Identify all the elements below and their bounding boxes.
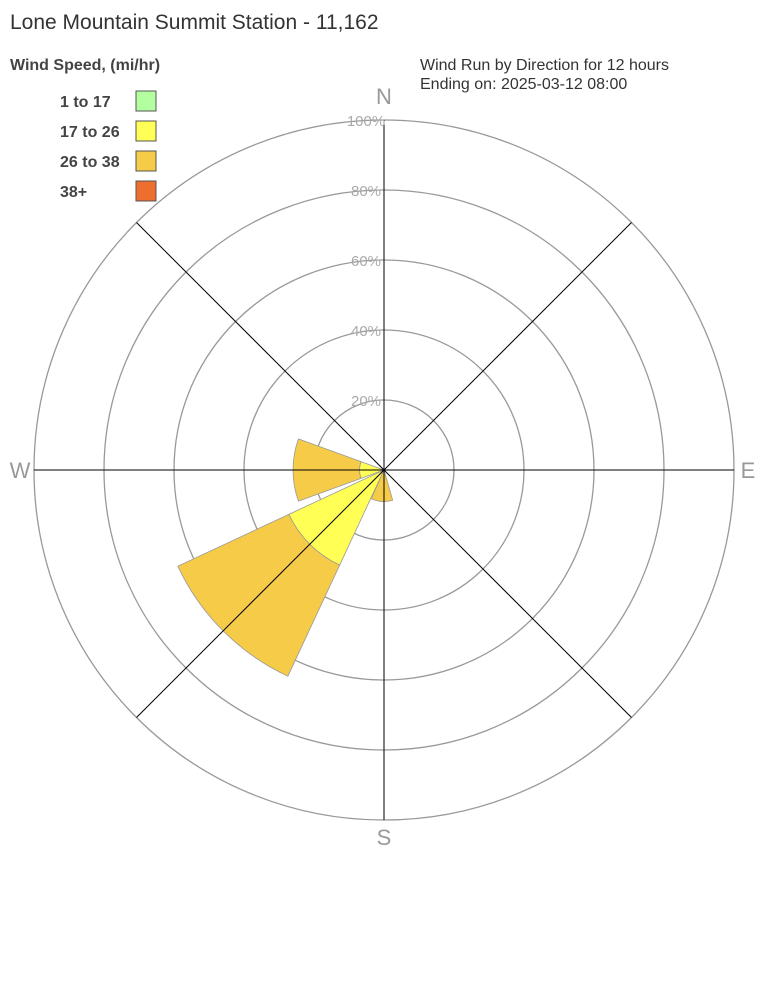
compass-label-S: S bbox=[377, 825, 392, 850]
legend-label: 17 to 26 bbox=[60, 124, 120, 141]
radial-tick-label: 100% bbox=[347, 113, 385, 130]
wedge-S-2 bbox=[370, 468, 394, 502]
radial-tick-label: 20% bbox=[351, 393, 381, 410]
subtitle-line-2: Ending on: 2025-03-12 08:00 bbox=[420, 76, 627, 93]
axis-line bbox=[383, 469, 632, 718]
legend-title: Wind Speed, (mi/hr) bbox=[10, 57, 160, 74]
legend-swatch bbox=[135, 180, 157, 202]
axis-line bbox=[383, 222, 632, 471]
axis-line bbox=[136, 222, 385, 471]
legend-label: 1 to 17 bbox=[60, 94, 111, 111]
subtitle-line-1: Wind Run by Direction for 12 hours bbox=[420, 57, 669, 74]
axis-line bbox=[136, 469, 385, 718]
radial-tick-label: 80% bbox=[351, 183, 381, 200]
radial-tick-label: 60% bbox=[351, 253, 381, 270]
legend-swatch bbox=[135, 120, 157, 142]
legend-label: 26 to 38 bbox=[60, 154, 120, 171]
compass-label-E: E bbox=[741, 458, 756, 483]
legend-swatch bbox=[135, 150, 157, 172]
radial-tick-label: 40% bbox=[351, 323, 381, 340]
legend-swatch bbox=[135, 90, 157, 112]
legend-label: 38+ bbox=[60, 184, 87, 201]
compass-label-N: N bbox=[376, 84, 392, 109]
compass-label-W: W bbox=[10, 458, 31, 483]
chart-title: Lone Mountain Summit Station - 11,162 bbox=[10, 11, 379, 34]
